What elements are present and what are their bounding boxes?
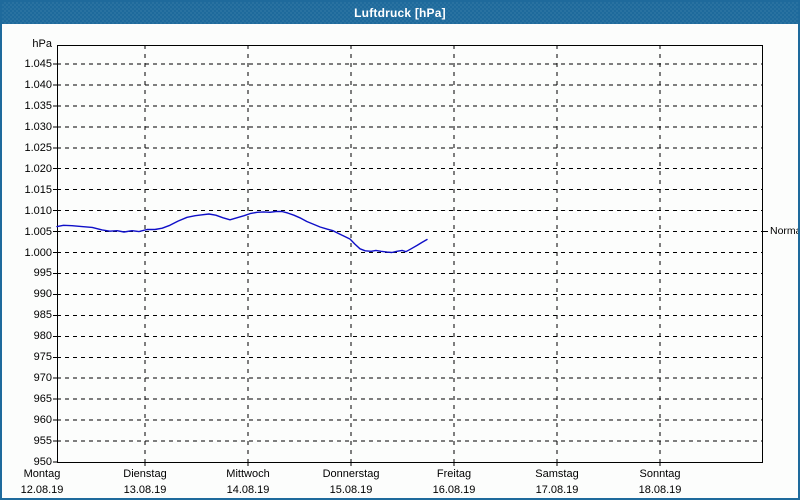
y-axis-tick-label: 1.005 [24, 225, 52, 238]
window-title: Luftdruck [hPa] [354, 6, 446, 20]
y-axis-tick-label: 1.010 [24, 204, 52, 217]
x-axis-day-label: Montag [23, 468, 61, 480]
y-axis-tick-label: 1.015 [24, 183, 52, 196]
y-axis-tick-label: 1.045 [24, 57, 52, 70]
x-axis-date-label: 13.08.19 [123, 484, 167, 496]
x-axis-date-label: 17.08.19 [535, 484, 579, 496]
y-axis-tick-label: 970 [33, 372, 52, 385]
x-axis-date-label: 18.08.19 [638, 484, 682, 496]
x-axis-date-label: 15.08.19 [329, 484, 373, 496]
y-axis-tick-label: 980 [33, 330, 52, 343]
x-axis-date-label: 14.08.19 [226, 484, 270, 496]
y-axis-tick-label: 965 [33, 393, 52, 406]
x-axis-day-label: Sonntag [639, 468, 681, 480]
x-axis-date-label: 16.08.19 [432, 484, 476, 496]
y-axis-tick-label: 985 [33, 309, 52, 322]
y-axis-tick-label: 950 [33, 456, 52, 468]
plot-border [57, 45, 763, 463]
x-axis-day-label: Mittwoch [226, 468, 270, 480]
y-axis-unit-label: hPa [32, 38, 52, 50]
pressure-series-line [56, 210, 428, 254]
x-axis-day-label: Freitag [436, 468, 472, 480]
y-axis-tick-label: 960 [33, 414, 52, 427]
x-axis-date-label: 12.08.19 [20, 484, 64, 496]
y-axis-tick-label: 1.025 [24, 141, 52, 154]
y-axis-tick-label: 1.020 [24, 162, 52, 175]
x-axis-day-label: Dienstag [123, 468, 167, 480]
y-axis-tick-label: 975 [33, 351, 52, 364]
x-axis-day-label: Samstag [535, 468, 579, 480]
y-axis-tick-label: 990 [33, 288, 52, 301]
y-axis-tick-label: 1.035 [24, 99, 52, 112]
y-axis-tick-label: 995 [33, 267, 52, 280]
window-titlebar: Luftdruck [hPa] [2, 2, 798, 24]
normal-reference-label: Normal [770, 224, 798, 237]
x-axis-day-label: Donnerstag [322, 468, 380, 480]
y-axis-tick-label: 1.000 [24, 246, 52, 259]
y-axis-tick-label: 955 [33, 435, 52, 448]
y-axis-tick-label: 1.040 [24, 78, 52, 91]
y-axis-tick-label: 1.030 [24, 120, 52, 133]
